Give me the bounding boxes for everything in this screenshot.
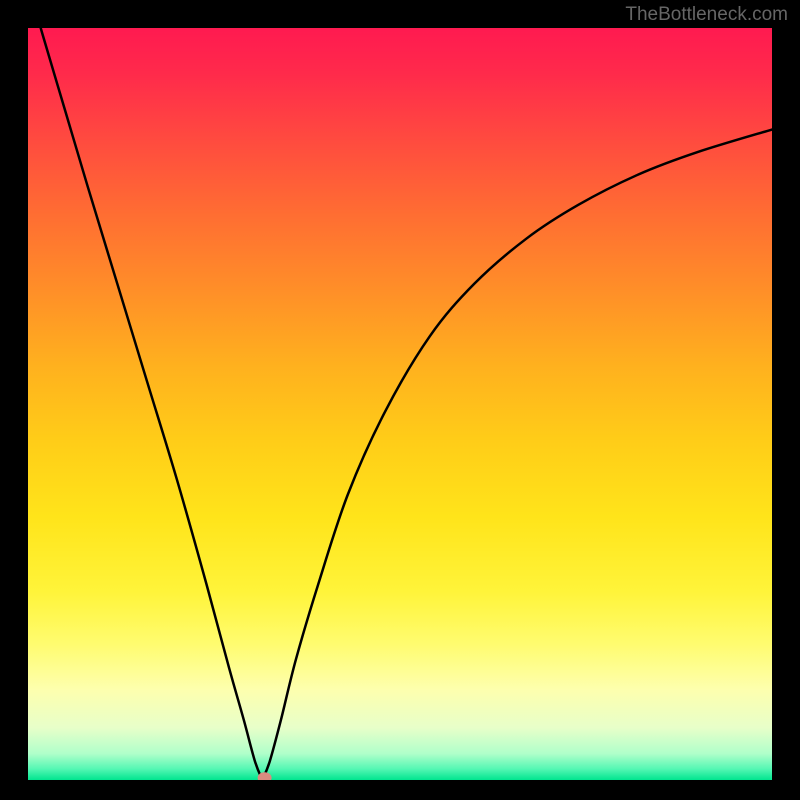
bottleneck-chart: [28, 28, 772, 780]
chart-background: [28, 28, 772, 780]
watermark-text: TheBottleneck.com: [625, 4, 788, 26]
chart-svg: [28, 28, 772, 780]
